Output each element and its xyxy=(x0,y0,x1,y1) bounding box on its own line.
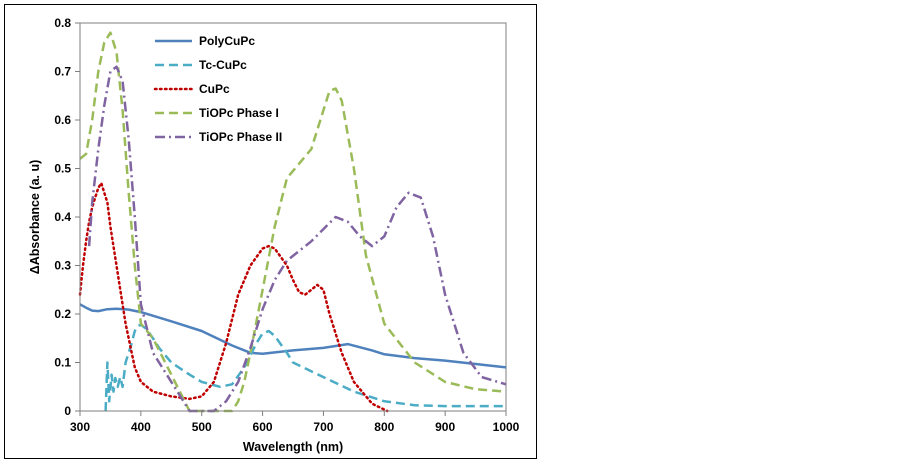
legend-label-polycupc: PolyCuPc xyxy=(199,34,255,48)
plot-area-border xyxy=(79,22,507,412)
x-tick-label: 800 xyxy=(374,420,394,434)
y-axis-title: ΔAbsorbance (a. u) xyxy=(28,160,42,275)
chart-frame: 300 400 500 600 700 800 900 1000 0 0.1 0.2 0.3 0.4 0.… xyxy=(4,4,537,459)
series-line-polycupc xyxy=(79,303,507,369)
x-tick-label: 600 xyxy=(253,420,273,434)
series-line-tiopc-phase-i xyxy=(79,31,507,413)
legend-label-cupc: CuPc xyxy=(199,82,230,96)
y-tick-label: 0.7 xyxy=(54,65,71,79)
x-tick-label: 900 xyxy=(435,420,455,434)
x-tick-label: 700 xyxy=(313,420,333,434)
series-line-tc-cupc xyxy=(104,323,506,412)
y-tick-label: 0.2 xyxy=(54,307,71,321)
y-tick-label: 0.6 xyxy=(54,113,71,127)
legend-label-tiopc-phase-i: TiOPc Phase I xyxy=(199,106,279,120)
x-axis-title: Wavelength (nm) xyxy=(243,440,343,454)
x-tick-label: 400 xyxy=(131,420,151,434)
legend-label-tc-cupc: Tc-CuPc xyxy=(199,58,247,72)
legend-label-tiopc-phase-ii: TiOPc Phase II xyxy=(199,130,282,144)
x-tick-label: 300 xyxy=(70,420,90,434)
x-tick-label: 1000 xyxy=(493,420,520,434)
series-layer xyxy=(78,31,507,413)
y-tick-label: 0.3 xyxy=(54,259,71,273)
series-line-tiopc-phase-ii xyxy=(87,65,507,413)
y-tick-label: 0 xyxy=(64,404,71,418)
series-line-cupc xyxy=(78,181,389,413)
axis-layer: 300 400 500 600 700 800 900 1000 0 0.1 0.2 0.3 0.4 0.… xyxy=(54,16,519,434)
y-tick-label: 0.1 xyxy=(54,356,71,370)
y-tick-label: 0.8 xyxy=(54,16,71,30)
x-tick-label: 500 xyxy=(192,420,212,434)
legend: PolyCuPc Tc-CuPc CuPc TiOPc Phase I TiOPc Ph… xyxy=(153,34,282,144)
y-tick-label: 0.4 xyxy=(54,210,71,224)
line-chart: 300 400 500 600 700 800 900 1000 0 0.1 0.2 0.3 0.4 0.… xyxy=(28,16,520,454)
y-tick-label: 0.5 xyxy=(54,162,71,176)
